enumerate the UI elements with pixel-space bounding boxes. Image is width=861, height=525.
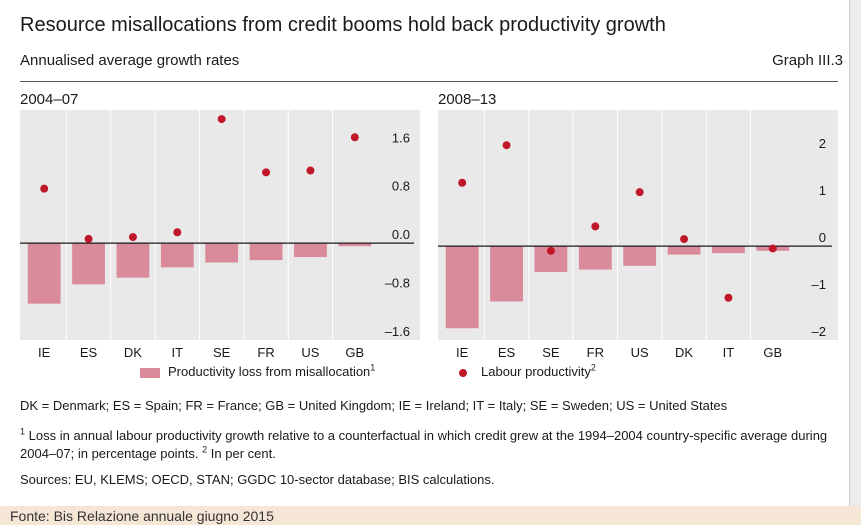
bar: [72, 243, 105, 285]
x-tick-label: ES: [80, 345, 98, 360]
data-point: [262, 168, 271, 177]
bar: [27, 243, 61, 304]
x-tick-label: SE: [213, 345, 231, 360]
y-tick-label: 2: [819, 136, 826, 151]
data-point: [635, 188, 644, 197]
bar: [490, 246, 523, 302]
y-tick-label: 1: [819, 183, 826, 198]
data-point: [84, 234, 93, 243]
y-tick-label: –0.8: [385, 276, 410, 291]
source-caption: Fonte: Bis Relazione annuale giugno 2015: [10, 508, 274, 524]
charts-svg: 1.6 0.8 0.0 –0.8 –1.6 IE ES DK IT SE FR US GB 2 1 0 –1 –2…: [20, 110, 838, 360]
x-tick-label: SE: [542, 345, 560, 360]
sources-note: Sources: EU, KLEMS; OECD, STAN; GGDC 10-…: [20, 472, 495, 487]
data-point: [768, 244, 777, 253]
y-tick-label: –2: [812, 324, 826, 339]
bar: [294, 243, 327, 258]
bar: [116, 243, 150, 278]
left-panel-title: 2004–07: [20, 91, 79, 108]
x-tick-label: GB: [345, 345, 364, 360]
right-panel-title: 2008–13: [438, 91, 497, 108]
y-tick-label: 0.8: [392, 179, 410, 194]
x-tick-label: US: [631, 345, 649, 360]
x-tick-label: GB: [763, 345, 782, 360]
bar: [667, 246, 701, 255]
bar: [338, 243, 372, 247]
legend-bar-swatch: [140, 368, 160, 378]
bar: [205, 243, 239, 263]
bar: [249, 243, 283, 261]
header-rule: [20, 81, 838, 82]
data-point: [458, 178, 467, 187]
x-tick-label: IT: [172, 345, 184, 360]
data-point: [217, 115, 226, 124]
footnote: 1 Loss in annual labour productivity gro…: [20, 426, 828, 461]
x-tick-label: IT: [723, 345, 735, 360]
data-point: [591, 222, 600, 231]
chart-title: Resource misallocations from credit boom…: [20, 14, 666, 36]
abbreviations-note: DK = Denmark; ES = Spain; FR = France; G…: [20, 398, 728, 413]
data-point: [306, 166, 315, 175]
x-tick-label: FR: [257, 345, 274, 360]
data-point: [128, 233, 137, 242]
plot-background: [20, 110, 420, 340]
chart-subtitle: Annualised average growth rates: [20, 52, 240, 69]
x-tick-label: IE: [38, 345, 51, 360]
x-tick-label: US: [301, 345, 319, 360]
y-tick-label: 0: [819, 230, 826, 245]
bar: [160, 243, 194, 268]
data-point: [350, 133, 359, 142]
bar: [445, 246, 479, 329]
y-tick-label: 1.6: [392, 130, 410, 145]
bar: [623, 246, 657, 266]
y-tick-label: 0.0: [392, 227, 410, 242]
x-tick-label: IE: [456, 345, 469, 360]
data-point: [546, 246, 555, 255]
data-point: [502, 141, 511, 150]
plot-background: [438, 110, 838, 340]
bar: [578, 246, 612, 270]
data-point: [724, 293, 733, 302]
x-tick-label: DK: [124, 345, 142, 360]
x-tick-label: FR: [587, 345, 604, 360]
data-point: [40, 184, 49, 193]
legend-bar-label: Productivity loss from misallocation1: [168, 362, 376, 379]
y-tick-label: –1: [812, 277, 826, 292]
bar: [712, 246, 745, 254]
x-tick-label: ES: [498, 345, 516, 360]
graph-id: Graph III.3: [772, 52, 843, 69]
legend-dot-swatch: [459, 369, 467, 377]
legend-dot-label: Labour productivity2: [481, 362, 596, 379]
x-tick-label: DK: [675, 345, 693, 360]
data-point: [680, 235, 689, 244]
scroll-edge: [850, 0, 861, 506]
y-tick-label: –1.6: [385, 324, 410, 339]
data-point: [173, 228, 182, 237]
